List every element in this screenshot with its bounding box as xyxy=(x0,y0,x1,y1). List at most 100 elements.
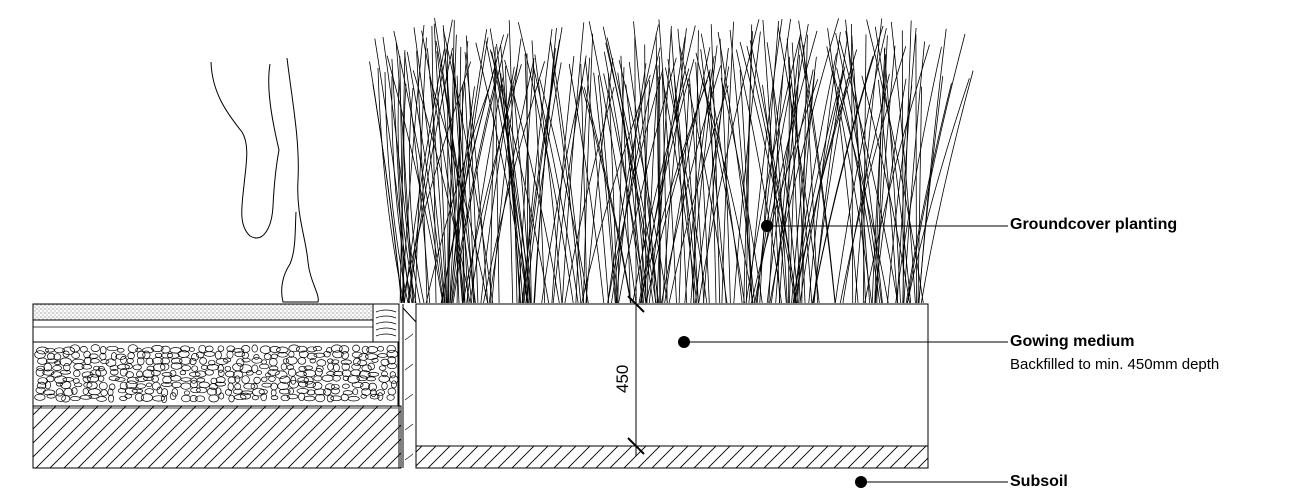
gravel-stone xyxy=(59,357,72,367)
gravel-stone xyxy=(107,388,114,397)
grass-blade xyxy=(906,33,966,304)
grass-blade xyxy=(803,45,818,304)
gravel-stone xyxy=(70,396,81,402)
grass-blade xyxy=(662,28,687,304)
grass-blade xyxy=(703,48,729,304)
gravel-stone xyxy=(169,392,177,400)
gravel-stone xyxy=(233,394,247,401)
gravel-stone xyxy=(108,394,115,403)
gravel-stone xyxy=(110,369,119,376)
grass-blade xyxy=(633,21,656,304)
grass-blade xyxy=(791,42,806,304)
grass-blade xyxy=(466,77,504,304)
grass-blade xyxy=(876,35,888,304)
gravel-stone xyxy=(160,357,170,365)
gravel-stone xyxy=(206,364,220,371)
grass-blade xyxy=(552,69,582,304)
gravel-stone xyxy=(124,363,133,370)
gravel-stone xyxy=(270,389,277,397)
gravel-stone xyxy=(361,345,370,354)
gravel-stone xyxy=(100,359,110,365)
gravel-stone xyxy=(279,388,291,395)
gravel-stone xyxy=(161,388,169,397)
grass-blade xyxy=(575,57,591,304)
grass-blade xyxy=(434,18,472,304)
gravel-stone xyxy=(296,388,309,394)
grass-blade xyxy=(689,78,705,304)
gravel-stone xyxy=(288,368,297,377)
grass-blade xyxy=(532,66,579,304)
gravel-stone xyxy=(59,369,71,375)
grass-blade xyxy=(452,33,509,304)
gravel-stone xyxy=(97,366,105,372)
gravel-stone xyxy=(79,346,88,353)
gravel-stone xyxy=(260,392,267,402)
grass-blade xyxy=(448,20,455,304)
grass-blade xyxy=(662,74,668,304)
gravel-stone xyxy=(330,383,340,390)
grass-blade xyxy=(617,67,625,304)
gravel-stone xyxy=(234,351,246,358)
gravel-stone xyxy=(228,394,235,403)
grass-blade xyxy=(693,30,699,304)
gravel-stone xyxy=(353,357,361,367)
grass-blade xyxy=(640,80,651,304)
gravel-stone xyxy=(181,364,191,372)
gravel-stone xyxy=(110,352,118,361)
gravel-stone xyxy=(358,370,371,379)
groundcover-planting-graphic xyxy=(369,18,974,304)
grass-blade xyxy=(661,76,698,304)
grass-blade xyxy=(862,34,867,304)
gravel-stone xyxy=(330,395,342,402)
grass-blade xyxy=(427,48,447,304)
gravel-stone xyxy=(217,364,224,373)
grass-blade xyxy=(799,66,846,304)
grass-blade xyxy=(668,85,729,304)
grass-blade xyxy=(777,26,820,304)
grass-blade xyxy=(404,52,431,304)
gravel-stone xyxy=(366,376,376,382)
gravel-stone xyxy=(326,371,336,376)
gravel-stone xyxy=(196,387,208,394)
gravel-stone xyxy=(277,381,289,391)
grass-blade xyxy=(451,82,496,304)
grass-blade xyxy=(700,49,727,304)
gravel-stone xyxy=(125,380,138,390)
gravel-stone xyxy=(46,393,56,399)
grass-blade xyxy=(550,41,584,304)
grass-blade xyxy=(377,67,405,304)
gravel-stone xyxy=(277,352,288,358)
subsoil-label: Subsoil xyxy=(1010,473,1068,490)
grass-blade xyxy=(412,70,471,304)
grass-blade xyxy=(700,33,743,304)
gravel-stone xyxy=(204,369,214,376)
grass-blade xyxy=(902,20,912,304)
gravel-stone xyxy=(215,387,222,396)
gravel-stone xyxy=(332,350,344,359)
gravel-stone xyxy=(181,394,191,403)
gravel-stone xyxy=(134,393,144,402)
gravel-stone xyxy=(189,395,198,403)
gravel-stone xyxy=(73,369,81,378)
gravel-stone xyxy=(55,393,66,402)
grass-blade xyxy=(561,22,585,304)
gravel-stone xyxy=(166,352,180,359)
gravel-stone xyxy=(151,357,164,365)
grass-blade xyxy=(384,71,409,304)
grass-blade xyxy=(719,38,731,304)
gravel-stone xyxy=(253,354,260,360)
gravel-stone xyxy=(109,383,116,391)
grass-blade xyxy=(770,69,814,304)
grass-blade xyxy=(766,23,809,304)
grass-blade xyxy=(464,52,489,304)
grass-blade xyxy=(755,82,792,304)
gravel-stone xyxy=(303,365,313,371)
grass-blade xyxy=(827,28,859,304)
gravel-stone xyxy=(387,356,397,365)
grass-blade xyxy=(677,28,699,304)
gravel-stone xyxy=(367,372,380,377)
gravel-stone xyxy=(169,369,177,378)
grass-blade xyxy=(451,37,489,304)
grass-blade xyxy=(449,29,488,304)
grass-blade xyxy=(597,75,617,304)
